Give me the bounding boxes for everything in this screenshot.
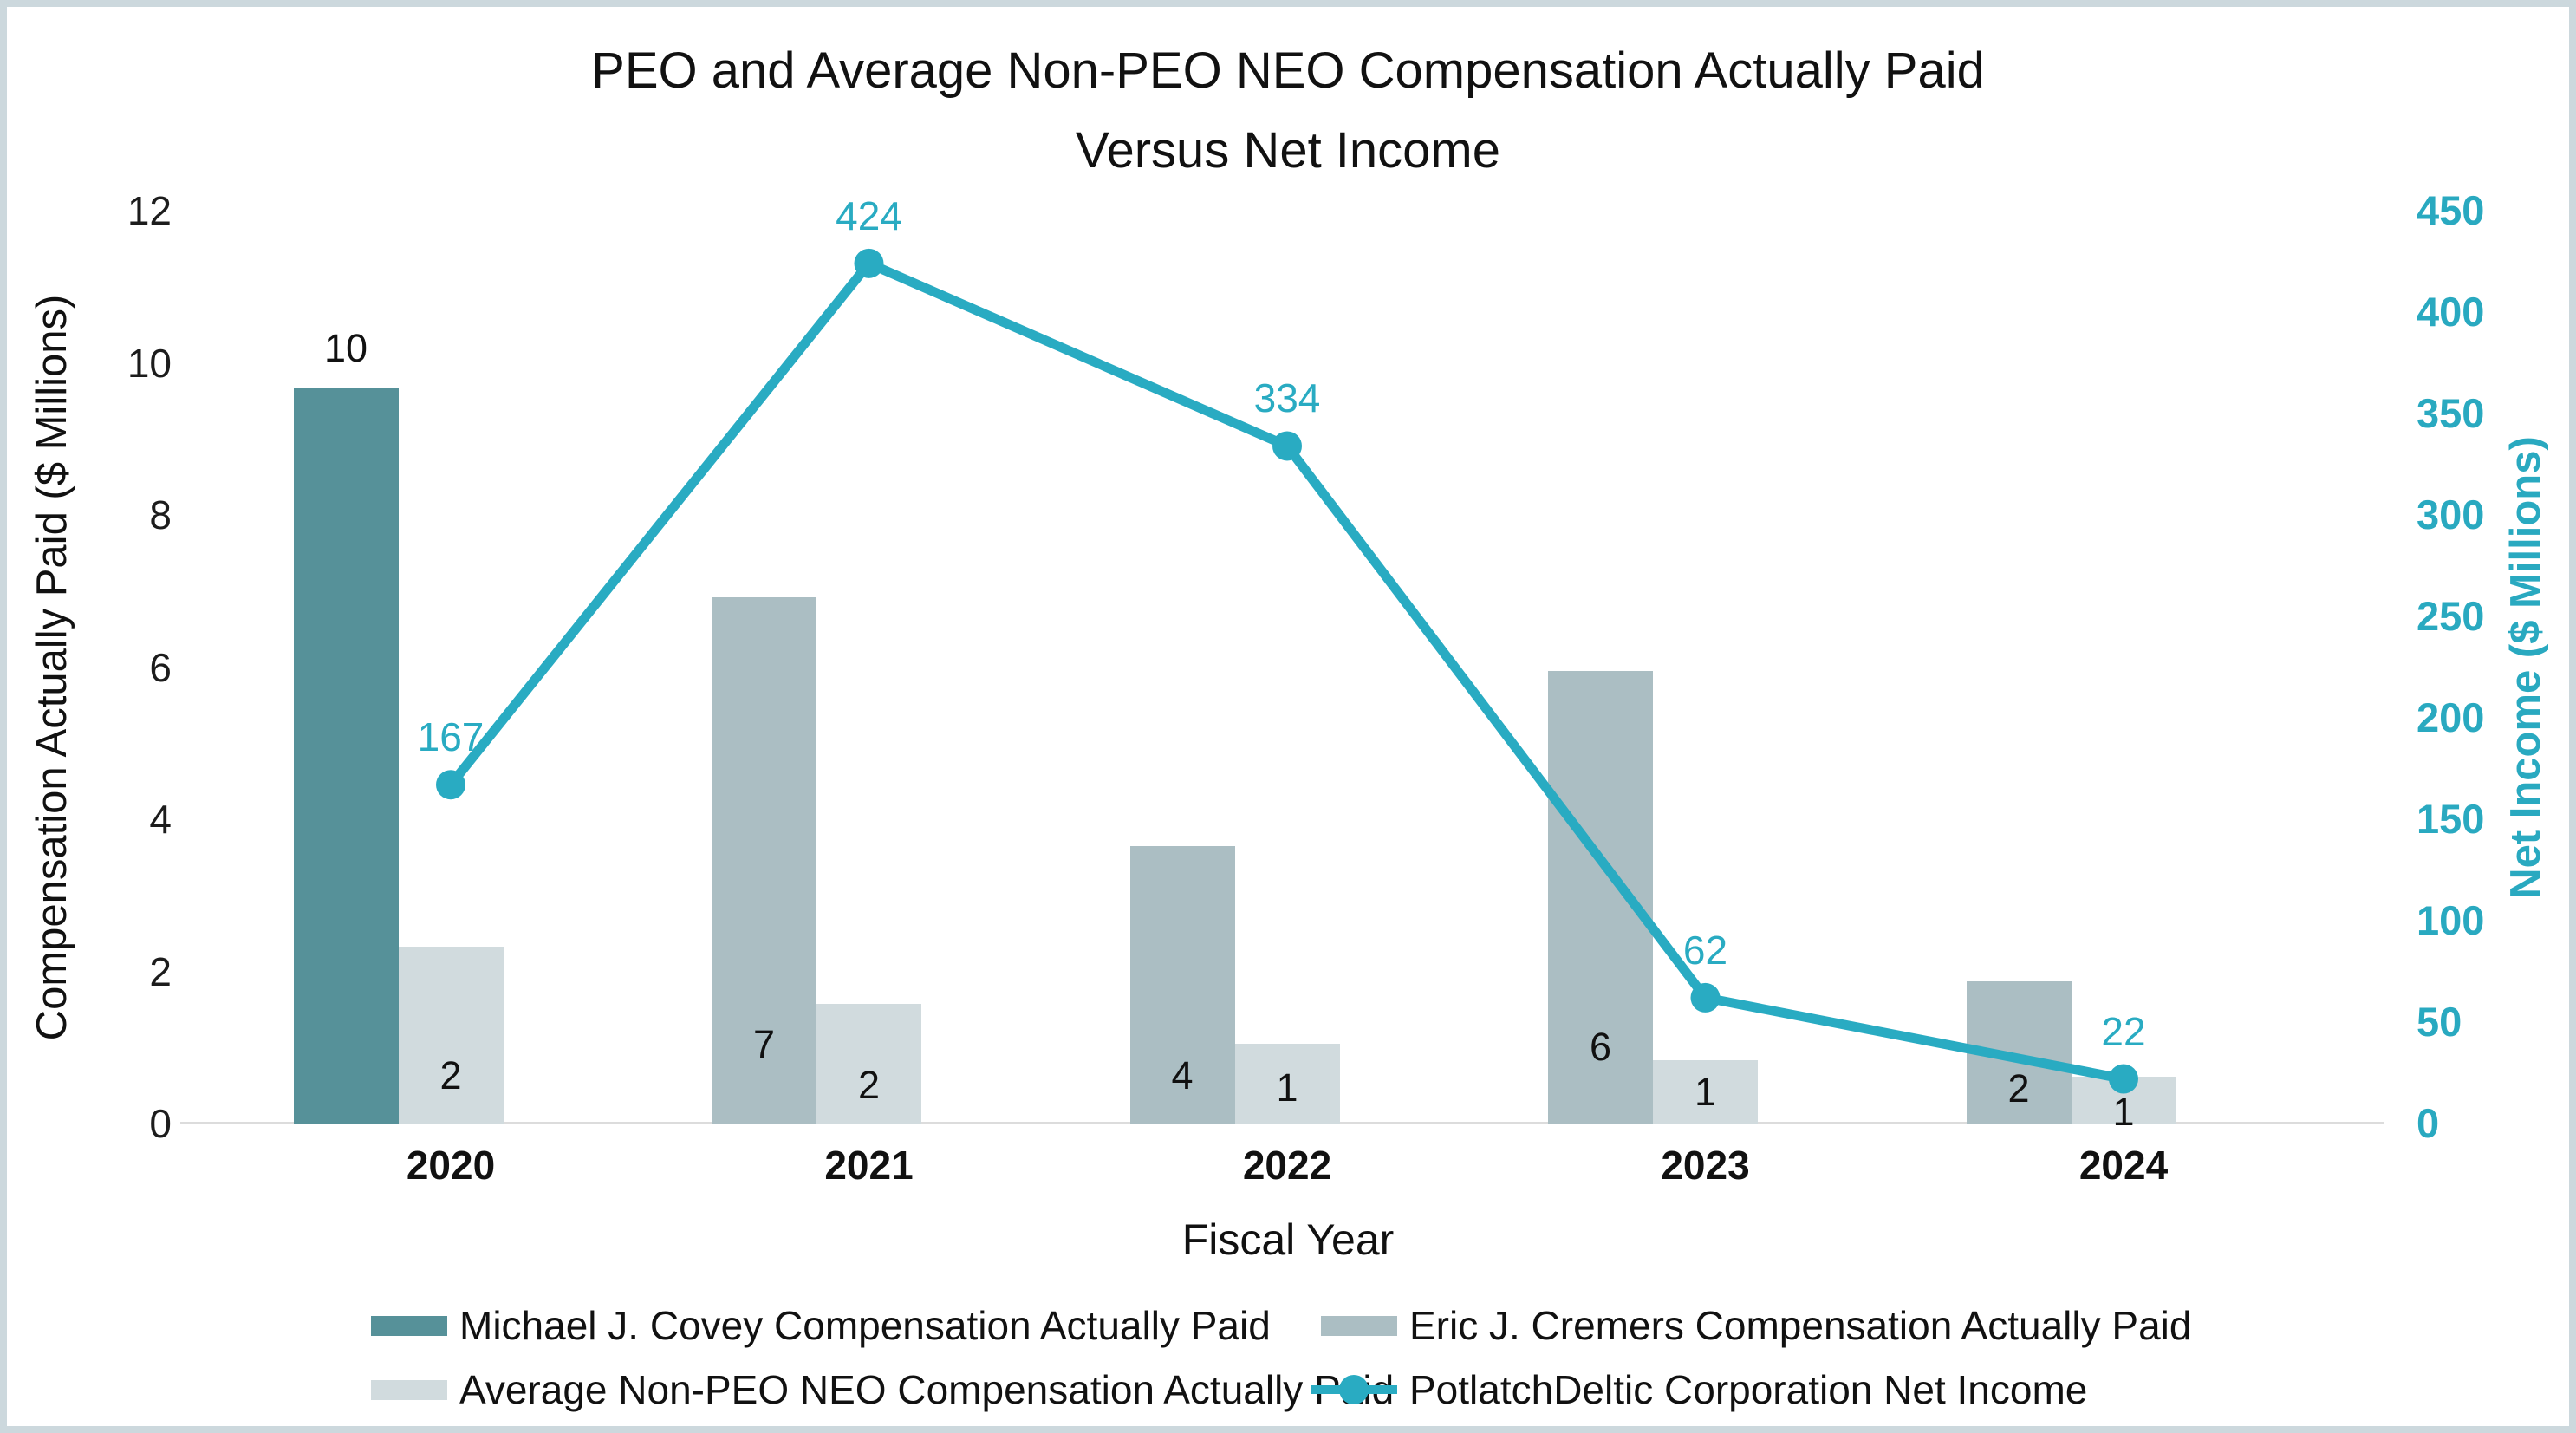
- right-axis-tick-350: 350: [2417, 390, 2485, 436]
- legend-label-net-income: PotlatchDeltic Corporation Net Income: [1409, 1367, 2088, 1412]
- bar-label-series2-2024: 1: [2112, 1090, 2135, 1134]
- net-income-point-2024: [2109, 1064, 2138, 1094]
- right-axis-tick-50: 50: [2417, 999, 2462, 1045]
- bar-series2-2023: [1653, 1060, 1758, 1124]
- right-axis-tick-400: 400: [2417, 289, 2485, 335]
- legend-entry-covey: Michael J. Covey Compensation Actually P…: [371, 1299, 1271, 1352]
- left-axis-tick-2: 2: [149, 948, 172, 994]
- bar-label-series0-2020: 10: [323, 325, 368, 370]
- left-axis-tick-4: 4: [149, 797, 172, 842]
- right-axis-tick-250: 250: [2417, 593, 2485, 639]
- category-label-2020: 2020: [406, 1143, 496, 1188]
- bar-series0-2020: [293, 387, 399, 1124]
- bar-label-series2-2020: 2: [439, 1053, 462, 1098]
- net-income-line-marker-icon: [1311, 1375, 1397, 1404]
- legend-label-avg-neo: Average Non-PEO NEO Compensation Actuall…: [459, 1367, 1395, 1412]
- net-income-point-2021: [854, 248, 884, 278]
- net-income-line-chart: [436, 248, 2138, 1094]
- right-axis-tick-100: 100: [2417, 897, 2485, 943]
- legend-label-cremers: Eric J. Cremers Compensation Actually Pa…: [1409, 1303, 2192, 1348]
- bar-label-series1-2023: 6: [1589, 1025, 1612, 1069]
- bar-label-series2-2021: 2: [857, 1063, 881, 1107]
- net-income-label-2021: 424: [836, 192, 902, 238]
- right-axis-tick-450: 450: [2417, 187, 2485, 233]
- left-axis-tick-10: 10: [127, 340, 172, 386]
- legend-entry-cremers: Eric J. Cremers Compensation Actually Pa…: [1321, 1299, 2191, 1352]
- right-axis-tick-0: 0: [2417, 1100, 2440, 1146]
- chart-title: PEO and Average Non-PEO NEO Compensation…: [7, 31, 2569, 191]
- bar-series1-2023: [1548, 670, 1653, 1124]
- left-axis-tick-6: 6: [149, 644, 172, 690]
- chart-title-line2: Versus Net Income: [1076, 122, 1500, 179]
- bar-series2-2022: [1234, 1043, 1340, 1124]
- legend-entry-avg-neo: Average Non-PEO NEO Compensation Actuall…: [371, 1364, 1394, 1416]
- right-axis-tick-200: 200: [2417, 694, 2485, 740]
- bar-label-series1-2022: 4: [1171, 1053, 1194, 1098]
- bar-label-series2-2022: 1: [1276, 1065, 1298, 1110]
- bar-label-series1-2024: 2: [2007, 1066, 2030, 1111]
- cremers-swatch-icon: [1321, 1315, 1397, 1336]
- net-income-label-2024: 22: [2101, 1008, 2146, 1054]
- category-label-2023: 2023: [1661, 1143, 1750, 1188]
- bar-series1-2022: [1129, 845, 1235, 1124]
- bar-label-series2-2023: 1: [1694, 1070, 1717, 1114]
- legend-label-covey: Michael J. Covey Compensation Actually P…: [459, 1303, 1271, 1348]
- chart-title-line1: PEO and Average Non-PEO NEO Compensation…: [591, 42, 1985, 99]
- bar-series2-2020: [398, 946, 504, 1124]
- category-label-2024: 2024: [2078, 1143, 2169, 1188]
- legend-entry-net-income: PotlatchDeltic Corporation Net Income: [1311, 1364, 2087, 1416]
- net-income-label-2022: 334: [1253, 375, 1321, 421]
- net-income-point-2020: [436, 770, 465, 800]
- net-income-point-2023: [1690, 982, 1721, 1013]
- covey-swatch-icon: [371, 1315, 447, 1336]
- left-axis-tick-0: 0: [149, 1101, 172, 1146]
- avg-neo-swatch-icon: [371, 1379, 447, 1400]
- bar-series1-2021: [712, 596, 816, 1124]
- category-label-2021: 2021: [824, 1143, 914, 1188]
- net-income-label-2023: 62: [1682, 927, 1728, 973]
- right-axis-tick-300: 300: [2417, 492, 2485, 537]
- x-axis-title: Fiscal Year: [1181, 1215, 1395, 1264]
- bar-series2-2021: [816, 1004, 921, 1124]
- right-axis-tick-150: 150: [2417, 796, 2485, 842]
- bar-label-series1-2021: 7: [752, 1022, 776, 1066]
- category-label-2022: 2022: [1242, 1143, 1332, 1188]
- left-axis-tick-8: 8: [149, 492, 172, 537]
- left-axis-tick-12: 12: [127, 188, 172, 233]
- net-income-label-2020: 167: [417, 714, 485, 760]
- net-income-point-2022: [1272, 431, 1302, 461]
